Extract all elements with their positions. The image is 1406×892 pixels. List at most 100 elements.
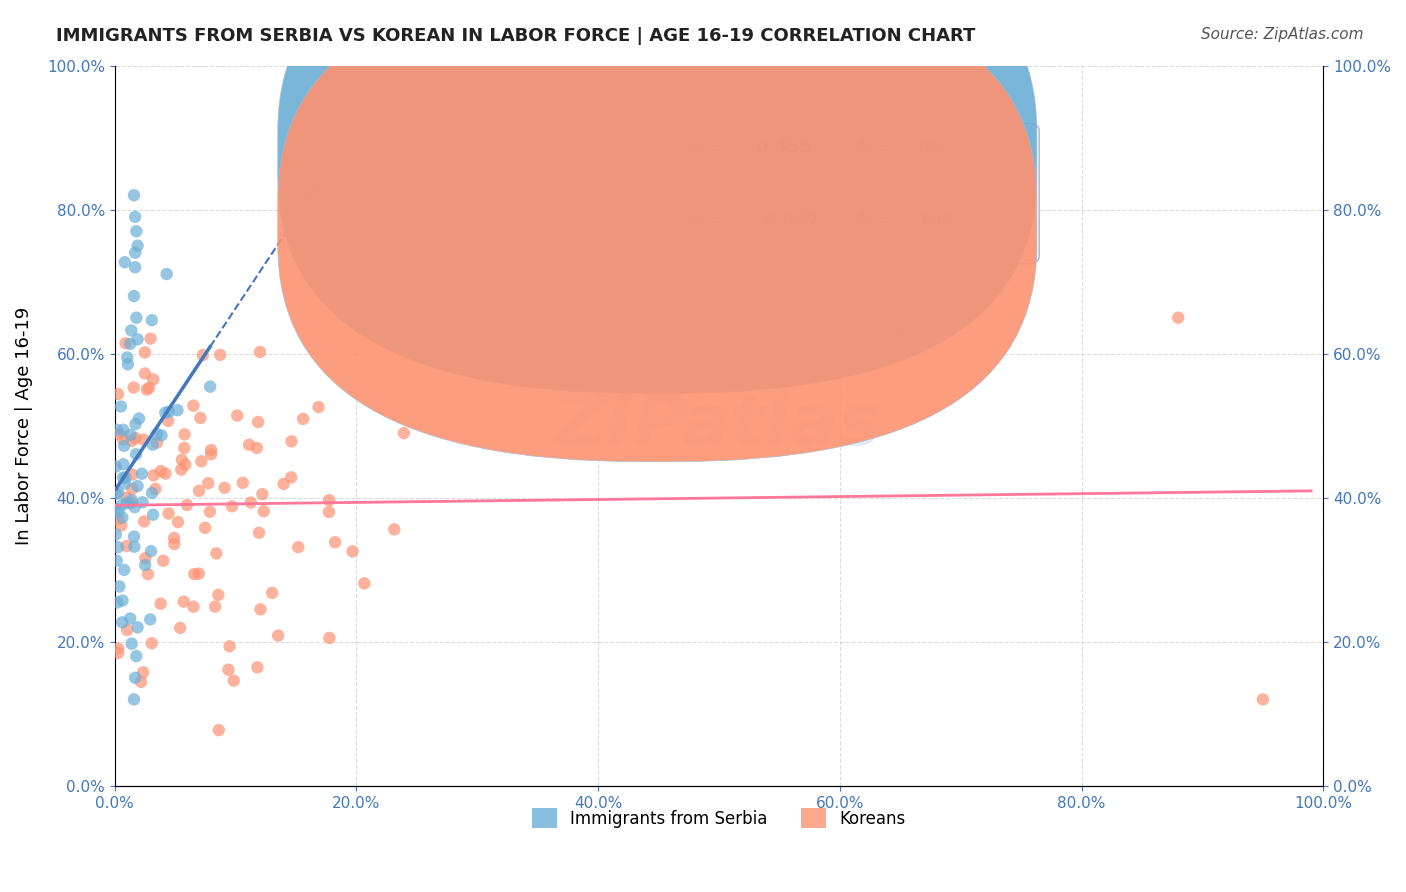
Point (115, 496, 138, 510)
Point (141, 486, 163, 500)
Point (246, 660, 269, 674)
Text: 69: 69 (918, 139, 943, 157)
Point (191, 348, 214, 362)
Point (114, 336, 136, 351)
Point (107, 512, 129, 526)
Point (204, 599, 226, 614)
Point (125, 447, 148, 461)
Point (127, 620, 149, 634)
Point (114, 476, 136, 491)
Point (152, 554, 174, 568)
Point (141, 313, 163, 327)
Point (134, 367, 156, 381)
Point (112, 563, 135, 577)
Point (128, 411, 150, 425)
FancyBboxPatch shape (278, 0, 1036, 462)
Point (121, 637, 143, 651)
Point (146, 427, 169, 442)
Point (150, 428, 173, 442)
Point (190, 411, 212, 425)
Point (142, 437, 165, 451)
Point (122, 692, 145, 706)
Point (174, 458, 197, 472)
Point (1167, 310, 1189, 325)
Point (107, 485, 129, 500)
Point (125, 224, 148, 238)
Point (318, 631, 340, 645)
Point (112, 423, 135, 437)
Point (122, 289, 145, 303)
Point (176, 498, 198, 512)
Text: N =: N = (858, 139, 893, 157)
Point (105, 423, 128, 437)
Point (121, 493, 143, 508)
Point (111, 470, 134, 484)
Point (232, 475, 254, 490)
Point (107, 646, 129, 660)
Point (173, 595, 195, 609)
Point (214, 481, 236, 495)
Point (170, 452, 193, 467)
Point (149, 464, 172, 478)
FancyBboxPatch shape (616, 123, 1039, 264)
Point (114, 470, 136, 484)
Point (104, 502, 127, 516)
Point (198, 505, 221, 519)
Text: R =: R = (689, 139, 721, 157)
Point (125, 310, 148, 325)
Point (124, 500, 146, 515)
Point (107, 641, 129, 656)
Point (115, 539, 138, 553)
Point (129, 674, 152, 689)
Point (122, 188, 145, 202)
Point (132, 665, 155, 680)
Point (131, 495, 153, 509)
Point (247, 415, 270, 429)
Point (169, 621, 191, 635)
Point (104, 527, 127, 541)
Point (142, 468, 165, 483)
Point (107, 504, 129, 518)
Point (1251, 692, 1274, 706)
Point (187, 566, 209, 581)
Point (207, 588, 229, 602)
Point (124, 260, 146, 275)
Point (222, 673, 245, 688)
Point (105, 595, 128, 609)
Point (353, 576, 375, 591)
Point (117, 357, 139, 371)
Point (124, 671, 146, 685)
Point (122, 380, 145, 394)
Point (124, 431, 146, 445)
Point (146, 435, 169, 450)
Point (205, 546, 228, 560)
Text: 104: 104 (918, 211, 956, 229)
Point (132, 433, 155, 447)
Point (200, 447, 222, 461)
Point (105, 554, 128, 568)
Point (127, 332, 149, 346)
Point (382, 522, 405, 536)
Point (221, 500, 243, 514)
Point (280, 470, 302, 484)
Point (163, 537, 186, 551)
Point (308, 400, 330, 414)
Point (249, 345, 271, 359)
Point (114, 255, 136, 269)
Point (120, 428, 142, 442)
Point (183, 599, 205, 614)
Y-axis label: In Labor Force | Age 16-19: In Labor Force | Age 16-19 (15, 307, 32, 545)
Point (121, 482, 143, 496)
Point (287, 540, 309, 554)
Point (115, 623, 138, 637)
Point (131, 467, 153, 481)
Point (208, 723, 231, 738)
Point (117, 351, 139, 365)
Point (249, 602, 271, 616)
Point (121, 467, 143, 482)
Point (155, 467, 177, 481)
Point (112, 458, 135, 472)
Point (107, 387, 129, 401)
Point (217, 663, 239, 677)
Point (246, 441, 269, 455)
